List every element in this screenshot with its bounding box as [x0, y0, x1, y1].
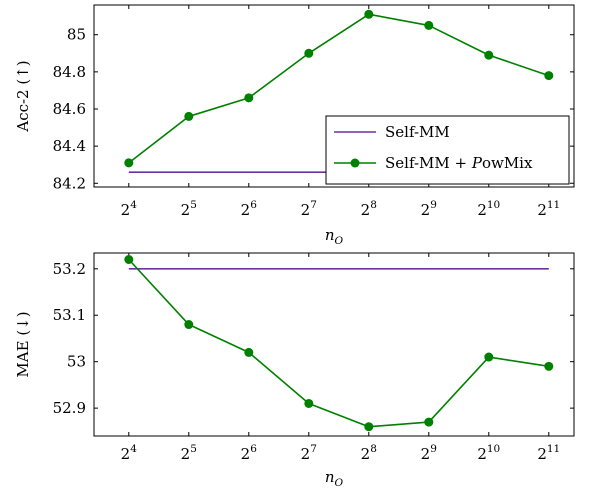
acc2-xlabel: nO	[325, 226, 344, 247]
mae-xtick-label-base: 2	[361, 445, 371, 463]
acc2-xtick-label: 26	[241, 199, 258, 219]
legend-box	[325, 115, 570, 185]
mae-xtick-label-exp: 10	[487, 443, 500, 455]
acc2-plot-frame	[93, 4, 575, 188]
legend-label-powmix: Self-MM + PowMix	[385, 154, 533, 172]
acc2-ytick-label: 84.2	[53, 174, 86, 192]
acc2-xtick-label-base: 2	[121, 201, 131, 219]
acc2-xtick-label-base: 2	[181, 201, 191, 219]
mae-xtick-label-base: 2	[121, 445, 131, 463]
mae-xlabel-main: n	[325, 468, 335, 486]
mae-ylabel: MAE (↓)	[14, 311, 32, 377]
acc2-xlabel-main: n	[325, 226, 335, 244]
legend: Self-MM Self-MM + PowMix	[325, 115, 570, 185]
acc2-xtick-label: 211	[537, 199, 560, 219]
mae-xtick-label: 27	[301, 443, 317, 463]
acc2-series-powmix-point	[424, 20, 434, 30]
acc2-ytick-label: 85	[67, 26, 86, 44]
mae-xtick-label-exp: 9	[430, 443, 437, 455]
mae-xtick-label-base: 2	[241, 445, 251, 463]
acc2-xtick-label-base: 2	[477, 201, 487, 219]
acc2-xlabel-sub: O	[335, 235, 344, 247]
acc2-xtick-label-exp: 4	[130, 199, 137, 211]
acc2-xtick-label-exp: 7	[310, 199, 317, 211]
acc2-xtick-label: 24	[121, 199, 138, 219]
acc2-series-powmix-point	[544, 71, 554, 81]
legend-marker-powmix	[350, 158, 360, 168]
mae-series-powmix-point	[544, 361, 554, 371]
acc2-xtick-label-base: 2	[361, 201, 371, 219]
acc2-xtick-label: 27	[301, 199, 317, 219]
acc2-xtick-label: 210	[477, 199, 500, 219]
acc2-ytick-label: 84.8	[53, 63, 86, 81]
legend-label-self-mm: Self-MM	[385, 123, 450, 141]
mae-xtick-label: 28	[361, 443, 377, 463]
mae-ytick-label: 53.1	[53, 306, 86, 324]
mae-series-powmix-point	[184, 320, 194, 330]
acc2-series-powmix-point	[484, 50, 494, 60]
legend-label-powmix-suffix: owMix	[482, 154, 533, 172]
mae-xtick-label-exp: 5	[190, 443, 197, 455]
acc2-series-powmix-point	[244, 93, 254, 103]
acc2-xtick-label-base: 2	[301, 201, 311, 219]
acc2-series-powmix-point	[184, 111, 194, 121]
acc2-series-powmix-point	[364, 9, 374, 19]
acc2-xtick-label-base: 2	[241, 201, 251, 219]
legend-label-powmix-script: P	[471, 154, 483, 172]
mae-xtick-label-exp: 7	[310, 443, 317, 455]
mae-xtick-label-base: 2	[421, 445, 431, 463]
mae-xtick-label: 25	[181, 443, 197, 463]
mae-xtick-label: 211	[537, 443, 560, 463]
acc2-xtick-label-exp: 11	[547, 199, 560, 211]
acc2-xtick-label-exp: 5	[190, 199, 197, 211]
mae-series-powmix-point	[364, 422, 374, 432]
mae-xtick-label: 24	[121, 443, 138, 463]
acc2-xtick-label: 29	[421, 199, 437, 219]
mae-series-powmix-point	[304, 398, 314, 408]
mae-series-powmix-point	[244, 347, 254, 357]
mae-xtick-label-base: 2	[477, 445, 487, 463]
acc2-ytick-label: 84.4	[53, 137, 86, 155]
acc2-series-powmix-line	[128, 13, 550, 164]
mae-series-powmix-point	[484, 352, 494, 362]
mae-xtick-label: 29	[421, 443, 437, 463]
acc2-series-powmix-point	[124, 158, 134, 168]
mae-xtick-label-base: 2	[301, 445, 311, 463]
mae-ytick-label: 52.9	[53, 399, 86, 417]
acc2-xtick-label-exp: 8	[370, 199, 377, 211]
mae-xtick-label-exp: 4	[130, 443, 137, 455]
mae-plot-frame	[93, 252, 575, 437]
mae-series-powmix-line	[128, 258, 549, 428]
acc2-ytick-label: 84.6	[53, 100, 86, 118]
acc2-ylabel: Acc-2 (↑)	[14, 60, 32, 132]
acc2-xtick-label-exp: 9	[430, 199, 437, 211]
legend-label-powmix-prefix: Self-MM +	[385, 154, 472, 172]
acc2-xtick-label-base: 2	[421, 201, 431, 219]
mae-ytick-label: 53	[67, 353, 86, 371]
mae-xtick-label: 210	[477, 443, 500, 463]
acc2-xtick-label-exp: 6	[250, 199, 257, 211]
mae-series-powmix-point	[424, 417, 434, 427]
acc2-xtick-label-base: 2	[537, 201, 547, 219]
mae-xlabel: nO	[325, 468, 344, 489]
mae-xtick-label: 26	[241, 443, 258, 463]
mae-series-powmix-point	[124, 255, 134, 265]
mae-xtick-label-base: 2	[181, 445, 191, 463]
mae-xtick-label-exp: 11	[547, 443, 560, 455]
acc2-xtick-label: 28	[361, 199, 377, 219]
mae-xtick-label-exp: 8	[370, 443, 377, 455]
mae-xtick-label-exp: 6	[250, 443, 257, 455]
mae-xtick-label-base: 2	[537, 445, 547, 463]
acc2-xtick-label-exp: 10	[487, 199, 500, 211]
acc2-xtick-label: 25	[181, 199, 197, 219]
mae-ytick-label: 53.2	[53, 260, 86, 278]
mae-xlabel-sub: O	[335, 477, 344, 489]
acc2-series-powmix-point	[304, 48, 314, 58]
